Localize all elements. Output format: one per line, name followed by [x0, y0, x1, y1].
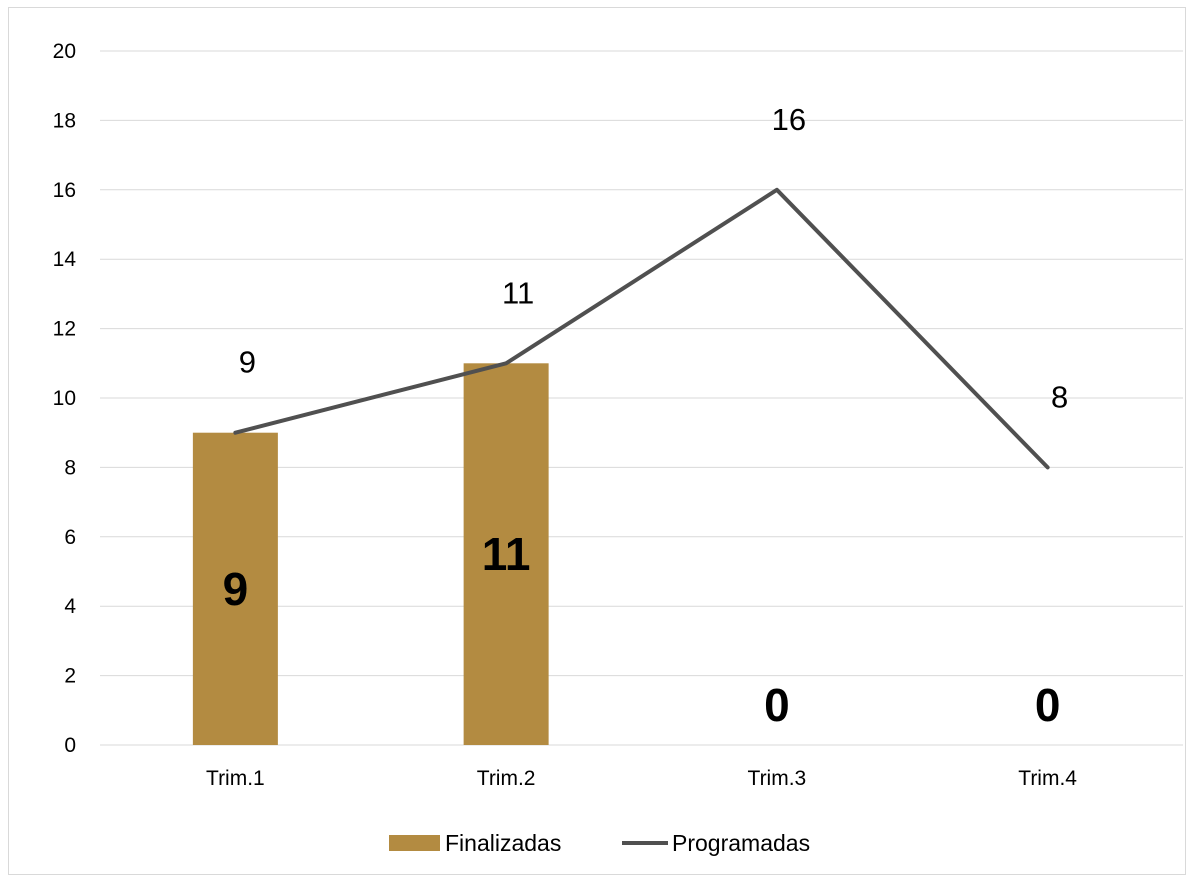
bar-data-label: 9 — [223, 563, 249, 615]
bar-finalizadas — [463, 363, 549, 745]
line-data-label: 8 — [1051, 379, 1068, 414]
y-tick-label: 10 — [53, 387, 76, 410]
line-data-label: 16 — [772, 102, 806, 137]
bar-finalizadas — [192, 432, 278, 745]
y-tick-label: 14 — [53, 248, 77, 271]
line-series — [233, 187, 1050, 470]
y-tick-label: 2 — [64, 665, 76, 688]
data-labels: 9 11 0 0 9 11 16 8 — [223, 102, 1069, 731]
line-programadas — [233, 187, 1050, 470]
bar-data-label: 0 — [1035, 679, 1061, 731]
legend-label-finalizadas: Finalizadas — [445, 830, 561, 856]
x-tick-label: Trim.4 — [1018, 767, 1077, 790]
legend: Finalizadas Programadas — [389, 830, 810, 856]
line-data-label: 11 — [502, 275, 534, 310]
y-tick-label: 0 — [64, 734, 76, 757]
bar-series — [192, 363, 549, 745]
y-tick-label: 16 — [53, 179, 76, 202]
x-axis-ticks: Trim.1 Trim.2 Trim.3 Trim.4 — [206, 767, 1077, 790]
x-tick-label: Trim.3 — [748, 767, 807, 790]
legend-swatch-finalizadas — [389, 835, 440, 851]
y-tick-label: 18 — [53, 109, 76, 132]
x-tick-label: Trim.1 — [206, 767, 265, 790]
x-tick-label: Trim.2 — [477, 767, 536, 790]
legend-label-programadas: Programadas — [672, 830, 810, 856]
y-axis-ticks: 0 2 4 6 8 10 12 14 16 18 20 — [53, 40, 77, 757]
y-tick-label: 6 — [64, 526, 76, 549]
y-tick-label: 20 — [53, 40, 76, 63]
y-tick-label: 12 — [53, 318, 76, 341]
gridlines — [100, 50, 1183, 746]
bar-data-label: 0 — [764, 679, 790, 731]
line-data-label: 9 — [239, 345, 256, 380]
y-tick-label: 8 — [64, 456, 76, 479]
y-tick-label: 4 — [64, 595, 76, 618]
bar-data-label: 11 — [482, 528, 531, 580]
